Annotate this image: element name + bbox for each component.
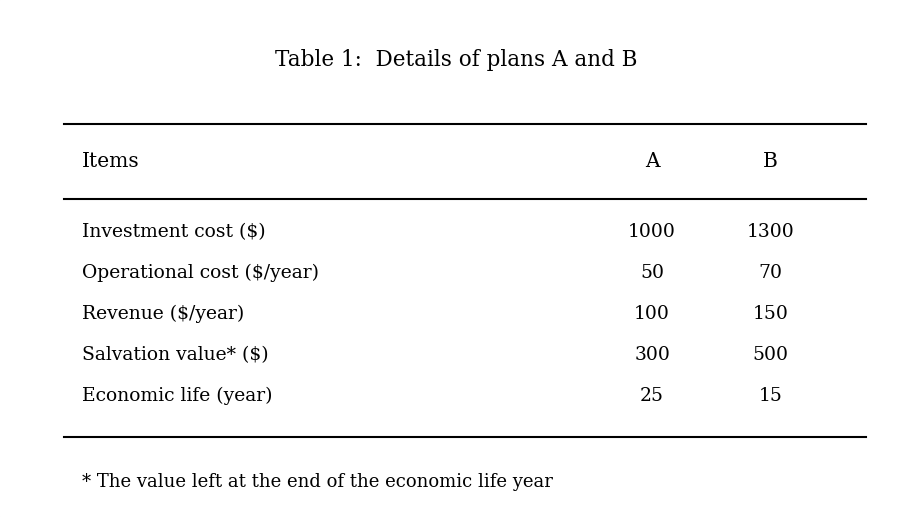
Text: 15: 15 — [758, 387, 782, 405]
Text: 50: 50 — [640, 264, 663, 282]
Text: 300: 300 — [633, 346, 670, 364]
Text: Salvation value* ($): Salvation value* ($) — [82, 346, 269, 364]
Text: Investment cost ($): Investment cost ($) — [82, 223, 265, 241]
Text: B: B — [763, 152, 777, 171]
Text: Table 1:  Details of plans A and B: Table 1: Details of plans A and B — [274, 49, 637, 71]
Text: 100: 100 — [633, 305, 670, 323]
Text: 25: 25 — [640, 387, 663, 405]
Text: Items: Items — [82, 152, 139, 171]
Text: 150: 150 — [752, 305, 788, 323]
Text: A: A — [644, 152, 659, 171]
Text: Revenue ($/year): Revenue ($/year) — [82, 305, 244, 323]
Text: 1300: 1300 — [746, 223, 793, 241]
Text: Operational cost ($/year): Operational cost ($/year) — [82, 264, 319, 282]
Text: 500: 500 — [752, 346, 788, 364]
Text: Economic life (year): Economic life (year) — [82, 387, 272, 405]
Text: 70: 70 — [758, 264, 782, 282]
Text: 1000: 1000 — [628, 223, 675, 241]
Text: * The value left at the end of the economic life year: * The value left at the end of the econo… — [82, 473, 552, 491]
